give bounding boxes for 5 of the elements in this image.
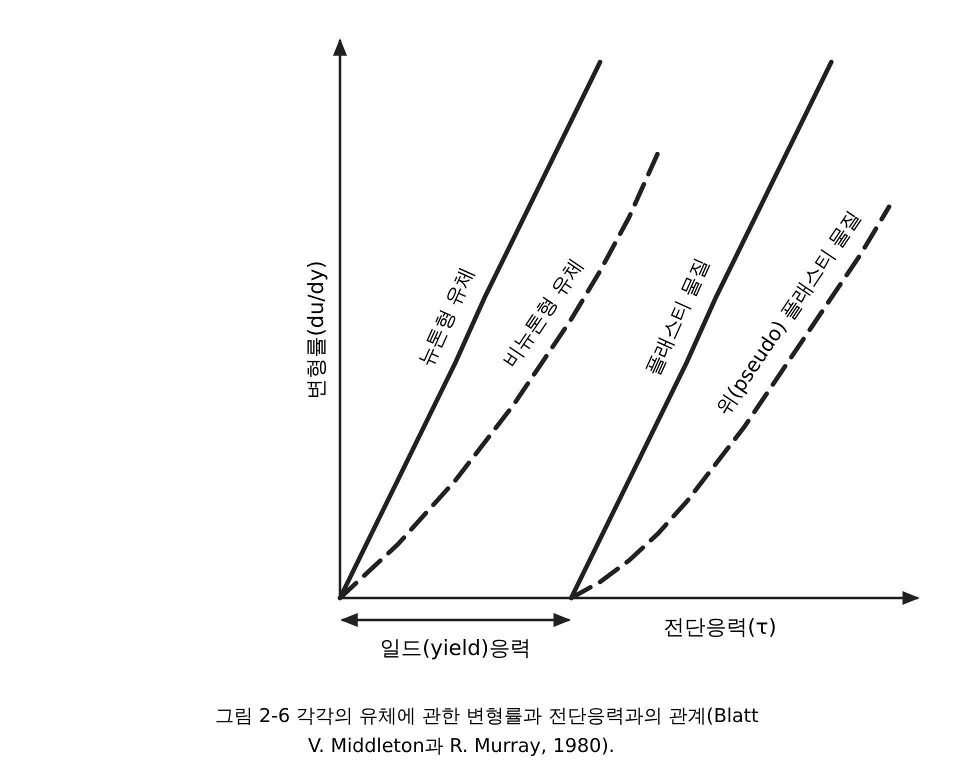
x-axis-title: 전단응력(τ) (663, 615, 777, 639)
caption: 그림 2-6 각각의 유체에 관한 변형률과 전단응력과의 관계(Blatt (215, 705, 759, 727)
text: V. Middleton과 R. Murray, 1980). (308, 735, 615, 757)
text: 일드(yield)응력 (380, 636, 531, 660)
y-axis-title: 변형률(du/dy) (304, 260, 328, 400)
